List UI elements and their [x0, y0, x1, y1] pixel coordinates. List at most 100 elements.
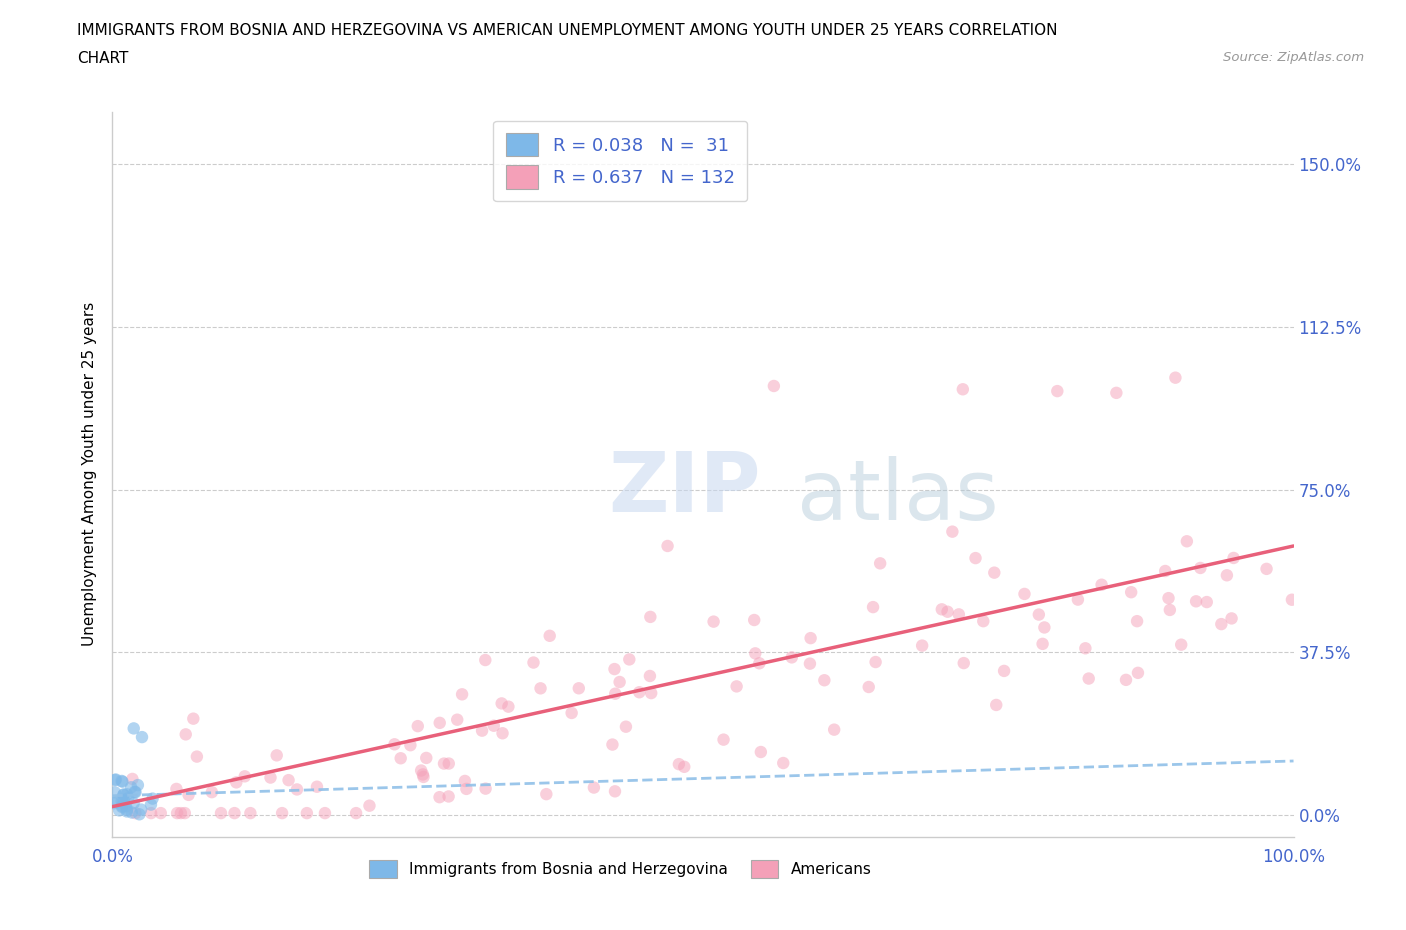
Point	[993, 663, 1015, 678]
Text: IMMIGRANTS FROM BOSNIA AND HERZEGOVINA VS AMERICAN UNEMPLOYMENT AMONG YOUTH UNDE: IMMIGRANTS FROM BOSNIA AND HERZEGOVINA V…	[77, 23, 1057, 38]
Point	[1028, 607, 1050, 622]
Point	[498, 699, 520, 714]
Point	[614, 719, 637, 734]
Point	[437, 756, 460, 771]
Point	[673, 760, 696, 775]
Point	[869, 556, 891, 571]
Point	[952, 656, 974, 671]
Point	[582, 780, 605, 795]
Point	[111, 774, 134, 789]
Point	[474, 653, 496, 668]
Point	[1211, 617, 1233, 631]
Point	[115, 803, 138, 817]
Point	[186, 750, 208, 764]
Point	[115, 804, 138, 819]
Point	[112, 788, 135, 803]
Point	[603, 661, 626, 676]
Point	[170, 805, 193, 820]
Point	[936, 604, 959, 619]
Point	[538, 629, 561, 644]
Point	[1220, 611, 1243, 626]
Point	[112, 787, 135, 802]
Point	[295, 805, 318, 820]
Point	[619, 652, 641, 667]
Point	[1170, 637, 1192, 652]
Point	[124, 805, 146, 820]
Point	[112, 792, 135, 807]
Point	[983, 565, 1005, 580]
Point	[201, 785, 224, 800]
Point	[1121, 585, 1143, 600]
Point	[668, 757, 690, 772]
Point	[412, 769, 434, 784]
Point	[1046, 384, 1069, 399]
Point	[638, 669, 661, 684]
Point	[104, 785, 127, 800]
Point	[173, 805, 195, 820]
Point	[1105, 385, 1128, 400]
Point	[122, 721, 145, 736]
Point	[225, 775, 247, 790]
Point	[111, 799, 134, 814]
Point	[344, 805, 367, 820]
Point	[762, 379, 785, 393]
Point	[1157, 591, 1180, 605]
Point	[1154, 564, 1177, 578]
Point	[131, 730, 153, 745]
Point	[931, 602, 953, 617]
Text: ZIP: ZIP	[609, 448, 761, 529]
Point	[115, 799, 138, 814]
Point	[1115, 672, 1137, 687]
Point	[314, 805, 336, 820]
Point	[640, 685, 662, 700]
Point	[1074, 641, 1097, 656]
Point	[1175, 534, 1198, 549]
Point	[536, 787, 558, 802]
Point	[122, 796, 145, 811]
Point	[529, 681, 551, 696]
Point	[823, 723, 845, 737]
Point	[703, 614, 725, 629]
Point	[482, 718, 505, 733]
Point	[120, 780, 142, 795]
Point	[522, 655, 544, 670]
Point	[858, 680, 880, 695]
Point	[429, 790, 451, 804]
Point	[128, 807, 150, 822]
Point	[406, 719, 429, 734]
Point	[411, 763, 433, 777]
Point	[456, 781, 478, 796]
Point	[103, 796, 125, 811]
Point	[429, 715, 451, 730]
Point	[862, 600, 884, 615]
Point	[433, 756, 456, 771]
Point	[865, 655, 887, 670]
Text: Source: ZipAtlas.com: Source: ZipAtlas.com	[1223, 51, 1364, 64]
Point	[117, 790, 139, 805]
Point	[142, 791, 165, 806]
Point	[266, 748, 288, 763]
Point	[139, 797, 162, 812]
Point	[561, 706, 583, 721]
Point	[115, 787, 138, 802]
Point	[183, 711, 205, 726]
Point	[174, 727, 197, 742]
Point	[124, 785, 146, 800]
Point	[105, 794, 128, 809]
Point	[799, 657, 821, 671]
Point	[744, 646, 766, 661]
Point	[1164, 370, 1187, 385]
Point	[1216, 568, 1239, 583]
Point	[1126, 614, 1149, 629]
Point	[471, 724, 494, 738]
Point	[749, 745, 772, 760]
Point	[1090, 578, 1112, 592]
Point	[166, 805, 188, 820]
Point	[725, 679, 748, 694]
Point	[1281, 592, 1303, 607]
Point	[1222, 551, 1244, 565]
Point	[1077, 671, 1099, 686]
Point	[952, 382, 974, 397]
Point	[124, 785, 146, 800]
Point	[121, 772, 143, 787]
